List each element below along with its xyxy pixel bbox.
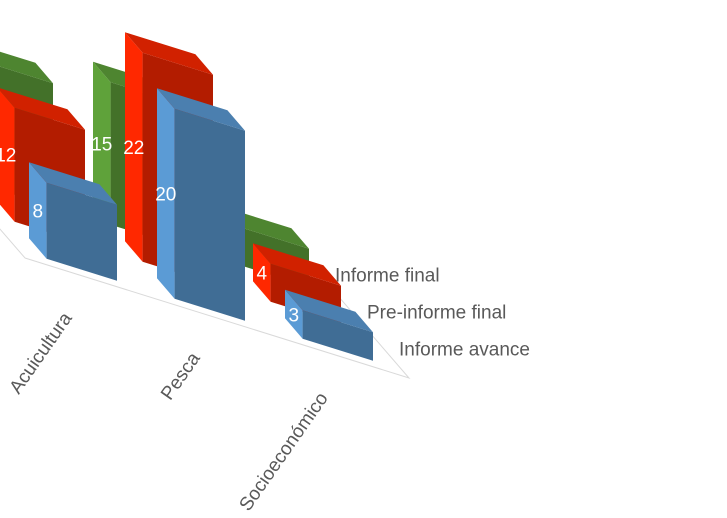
bar-informe-avance-pesca: 20	[155, 88, 245, 321]
data-label: 12	[0, 146, 16, 167]
category-label-acuicultura: Acuicultura	[6, 308, 77, 397]
category-label-pesca: Pesca	[157, 348, 205, 404]
series-label-informe-avance: Informe avance	[399, 340, 530, 361]
bar-informe-avance-acuicultura: 8	[29, 162, 117, 281]
bar-side-face	[174, 108, 245, 321]
data-label: 15	[91, 134, 112, 155]
bar-front-face	[0, 90, 15, 222]
bars-group: 13154122248203	[0, 32, 373, 361]
bar-front-face	[125, 32, 143, 262]
bar-side-face	[46, 182, 117, 281]
bar-front-face	[29, 162, 47, 259]
bar-informe-avance-socioeconomico: 3	[285, 289, 373, 361]
bar-top-face	[29, 162, 117, 205]
data-label: 3	[289, 305, 300, 326]
data-label: 20	[155, 185, 176, 206]
bar-top-face	[125, 32, 213, 75]
series-label-pre-informe-final: Pre-informe final	[367, 303, 506, 324]
bar-side-face	[302, 310, 373, 361]
bar-top-face	[285, 289, 373, 333]
data-label: 8	[33, 202, 44, 223]
bar-top-face	[0, 88, 85, 130]
bar-front-face	[253, 243, 271, 302]
data-label: 22	[123, 138, 144, 159]
category-axis-labels: Acuicultura Pesca Socioeconómico	[6, 308, 333, 515]
bar-top-face	[157, 88, 245, 131]
bar-top-face	[0, 51, 53, 84]
bar-top-face	[253, 243, 341, 286]
category-label-socioeconomico: Socioeconómico	[236, 389, 333, 515]
data-label: 4	[257, 264, 268, 285]
bar-front-face	[285, 289, 303, 339]
series-label-informe-final: Informe final	[335, 266, 440, 287]
series-axis-labels: Informe avance Pre-informe final Informe f…	[335, 266, 530, 361]
bar-front-face	[157, 88, 175, 299]
